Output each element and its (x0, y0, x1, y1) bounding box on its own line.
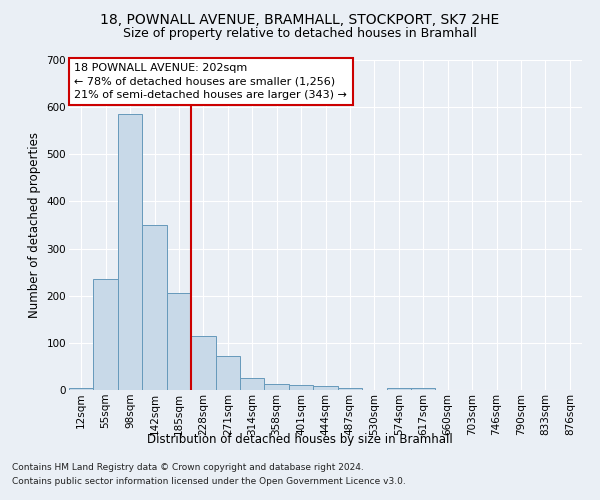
Bar (338, 388, 362, 390)
Bar (118, 114, 142, 390)
Bar (265, 384, 289, 390)
Bar (240, 378, 265, 390)
Y-axis label: Number of detached properties: Number of detached properties (28, 132, 41, 318)
Bar (386, 388, 411, 390)
Bar (191, 336, 215, 390)
Bar (313, 386, 338, 390)
Text: 18, POWNALL AVENUE, BRAMHALL, STOCKPORT, SK7 2HE: 18, POWNALL AVENUE, BRAMHALL, STOCKPORT,… (100, 12, 500, 26)
Bar (215, 356, 240, 390)
Bar (94, 279, 118, 390)
Bar (411, 388, 436, 390)
Text: Contains HM Land Registry data © Crown copyright and database right 2024.: Contains HM Land Registry data © Crown c… (12, 462, 364, 471)
Bar (69, 388, 94, 390)
Text: 18 POWNALL AVENUE: 202sqm
← 78% of detached houses are smaller (1,256)
21% of se: 18 POWNALL AVENUE: 202sqm ← 78% of detac… (74, 64, 347, 100)
Bar (289, 386, 313, 390)
Text: Distribution of detached houses by size in Bramhall: Distribution of detached houses by size … (147, 432, 453, 446)
Text: Contains public sector information licensed under the Open Government Licence v3: Contains public sector information licen… (12, 478, 406, 486)
Bar (142, 225, 167, 390)
Bar (167, 294, 191, 390)
Text: Size of property relative to detached houses in Bramhall: Size of property relative to detached ho… (123, 28, 477, 40)
